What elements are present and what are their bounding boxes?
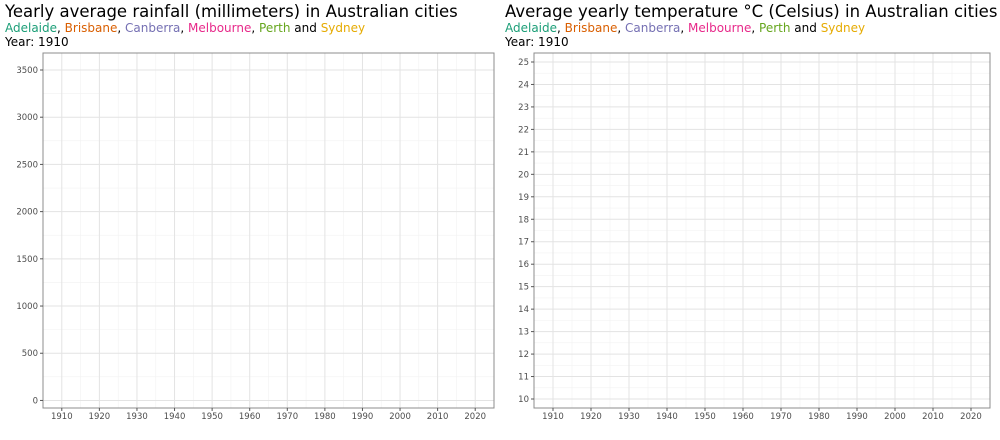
temperature-x-tick-label: 2020: [960, 412, 982, 422]
legend-city-canberra: Canberra: [625, 21, 681, 35]
temperature-x-tick-label: 1960: [732, 412, 754, 422]
rainfall-plot-border: [42, 52, 495, 409]
legend-city-brisbane: Brisbane: [564, 21, 618, 35]
legend-city-sydney: Sydney: [820, 21, 866, 35]
legend-city-brisbane: Brisbane: [64, 21, 118, 35]
rainfall-x-tick-label: 1920: [89, 412, 111, 422]
temperature-plot-border: [533, 52, 991, 409]
temperature-y-tick-label: 14: [518, 305, 529, 315]
temperature-y-tick-label: 21: [518, 148, 529, 158]
temperature-year-label: Year: 1910: [505, 35, 569, 49]
rainfall-x-tick-label: 2010: [427, 412, 449, 422]
temperature-y-tick-label: 18: [518, 215, 529, 225]
temperature-y-tick-label: 25: [518, 58, 529, 68]
rainfall-y-tick-label: 0: [33, 396, 38, 406]
temperature-y-tick-label: 15: [518, 283, 529, 293]
rainfall-y-tick-label: 1500: [16, 255, 38, 265]
rainfall-x-tick-label: 2000: [389, 412, 411, 422]
legend-conjunction: and: [290, 21, 321, 35]
temperature-city-legend: Adelaide, Brisbane, Canberra, Melbourne,…: [505, 21, 866, 35]
temperature-x-tick-label: 1940: [656, 412, 678, 422]
rainfall-x-tick-label: 1930: [126, 412, 148, 422]
rainfall-x-tick-label: 1960: [239, 412, 261, 422]
rainfall-x-tick-label: 1970: [276, 412, 298, 422]
legend-city-melbourne: Melbourne: [188, 21, 252, 35]
temperature-x-tick-label: 2000: [884, 412, 906, 422]
rainfall-chart-title: Yearly average rainfall (millimeters) in…: [5, 2, 458, 21]
temperature-x-tick-label: 1990: [846, 412, 868, 422]
rainfall-y-tick-label: 2500: [16, 160, 38, 170]
rainfall-y-tick-label: 500: [22, 349, 38, 359]
legend-conjunction: and: [790, 21, 821, 35]
rainfall-year-label: Year: 1910: [5, 35, 69, 49]
rainfall-y-tick-label: 3500: [16, 66, 38, 76]
legend-city-canberra: Canberra: [125, 21, 181, 35]
rainfall-line-chart: 1910 1920 1930 1940 1950 1960 1970 1980 1990 2000…: [16, 52, 495, 422]
rainfall-y-tick-label: 1000: [16, 302, 38, 312]
temperature-y-tick-label: 22: [518, 125, 529, 135]
temperature-x-tick-label: 1930: [618, 412, 640, 422]
temperature-y-tick-label: 16: [518, 260, 529, 270]
legend-city-adelaide: Adelaide: [5, 21, 58, 35]
temperature-x-tick-label: 2010: [922, 412, 944, 422]
temperature-y-tick-label: 19: [518, 193, 529, 203]
legend-city-perth: Perth: [759, 21, 791, 35]
temperature-x-tick-label: 1950: [694, 412, 716, 422]
rainfall-x-tick-label: 1980: [314, 412, 336, 422]
temperature-x-tick-label: 1910: [542, 412, 564, 422]
temperature-y-tick-label: 17: [518, 238, 529, 248]
legend-city-adelaide: Adelaide: [505, 21, 558, 35]
rainfall-x-tick-label: 2020: [464, 412, 486, 422]
legend-city-sydney: Sydney: [320, 21, 366, 35]
temperature-chart-title: Average yearly temperature °C (Celsius) …: [505, 2, 998, 21]
temperature-y-tick-label: 23: [518, 103, 529, 113]
rainfall-x-tick-label: 1950: [201, 412, 223, 422]
legend-city-perth: Perth: [259, 21, 291, 35]
temperature-x-tick-label: 1970: [770, 412, 792, 422]
legend-city-melbourne: Melbourne: [688, 21, 752, 35]
rainfall-x-tick-label: 1910: [51, 412, 73, 422]
rainfall-y-tick-label: 2000: [16, 208, 38, 218]
temperature-y-tick-label: 24: [518, 80, 529, 90]
rainfall-x-tick-label: 1990: [352, 412, 374, 422]
temperature-y-tick-label: 11: [518, 373, 529, 383]
temperature-line-chart: 1910 1920 1930 1940 1950 1960 1970 1980 1990 2000…: [518, 52, 991, 422]
rainfall-y-tick-label: 3000: [16, 113, 38, 123]
temperature-y-tick-label: 10: [518, 395, 529, 405]
temperature-y-tick-label: 13: [518, 328, 529, 338]
temperature-y-tick-label: 12: [518, 350, 529, 360]
temperature-y-tick-label: 20: [518, 170, 529, 180]
temperature-x-tick-label: 1980: [808, 412, 830, 422]
temperature-x-tick-label: 1920: [580, 412, 602, 422]
rainfall-city-legend: Adelaide, Brisbane, Canberra, Melbourne,…: [5, 21, 366, 35]
rainfall-x-tick-label: 1940: [164, 412, 186, 422]
